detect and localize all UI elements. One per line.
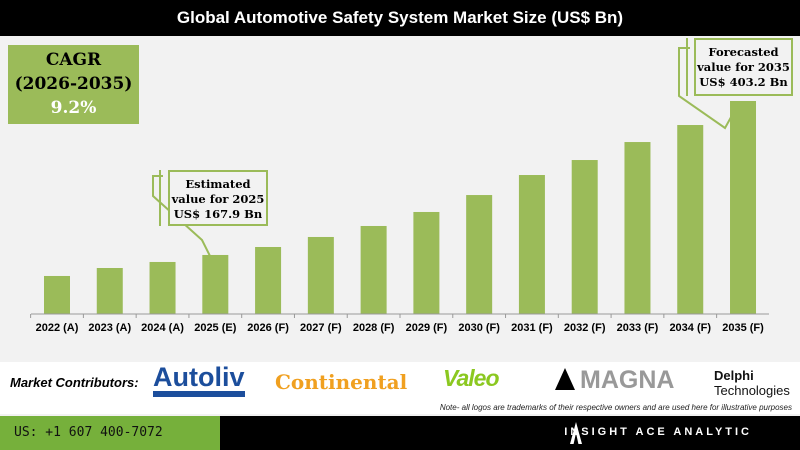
bar-2035 [730, 101, 757, 314]
callout-text: Estimated [185, 177, 251, 191]
x-tick-label: 2025 (E) [194, 322, 237, 334]
bar-2022 [44, 275, 70, 314]
trademark-note: Note- all logos are trademarks of their … [439, 403, 792, 412]
bar-2028 [360, 225, 387, 314]
autoliv-logo: Autoliv [153, 363, 245, 397]
cagr-period: (2026-2035) [14, 74, 133, 94]
estimated-callout-connector [152, 175, 211, 257]
continental-logo: Continental [275, 370, 408, 394]
bar-2029 [413, 211, 440, 314]
contributors-label: Market Contributors: [10, 375, 139, 390]
x-tick-label: 2022 (A) [36, 322, 79, 334]
magna-logo: MAGNA [580, 366, 675, 394]
callout-text: value for 2035 [697, 60, 790, 74]
x-tick-label: 2027 (F) [300, 322, 342, 334]
callout-text: Forecasted [708, 45, 779, 59]
x-tick-label: 2034 (F) [669, 322, 711, 334]
contributors-strip [0, 362, 800, 414]
bar-chart: 2022 (A) 2023 (A) 2024 (A) 2025 (E) 2026 (F)… [30, 38, 769, 334]
x-tick-label: 2029 (F) [406, 322, 448, 334]
x-tick-label: 2031 (F) [511, 322, 553, 334]
callout-text: value for 2025 [171, 192, 265, 206]
bar-2025 [202, 254, 229, 314]
bar-2023 [96, 267, 123, 314]
phone-number: US: +1 607 400-7072 [0, 416, 220, 450]
forecast-callout: Forecasted value for 2035 US$ 403.2 Bn [694, 38, 793, 96]
x-tick-label: 2030 (F) [458, 322, 500, 334]
callout-text: US$ 403.2 Bn [699, 75, 788, 89]
cagr-value: 9.2% [50, 98, 97, 118]
x-tick-label: 2026 (F) [247, 322, 289, 334]
x-tick-label: 2023 (A) [88, 322, 131, 334]
cagr-label: CAGR [45, 50, 102, 70]
chart-title: Global Automotive Safety System Market S… [0, 0, 800, 36]
estimated-callout: Estimated value for 2025 US$ 167.9 Bn [168, 170, 268, 226]
cagr-box: CAGR (2026-2035) 9.2% [8, 45, 139, 124]
bar-2026 [255, 246, 282, 314]
x-tick-label: 2033 (F) [617, 322, 659, 334]
bar-2024 [149, 261, 176, 314]
brand-name: INSIGHT ACE ANALYTIC [564, 426, 752, 438]
x-tick-label: 2028 (F) [353, 322, 395, 334]
bar-2034 [677, 125, 704, 314]
bar-2030 [466, 195, 493, 314]
bar-2032 [571, 160, 598, 314]
bar-2027 [307, 236, 334, 314]
x-tick-label: 2032 (F) [564, 322, 606, 334]
forecast-callout-connector [678, 47, 736, 130]
bar-2033 [624, 142, 651, 314]
bar-2031 [518, 175, 545, 314]
delphi-logo: Delphi [714, 368, 754, 383]
valeo-logo: Valeo [443, 365, 500, 391]
callout-text: US$ 167.9 Bn [173, 207, 263, 221]
delphi-logo-sub: Technologies [714, 383, 790, 398]
x-tick-label: 2035 (F) [722, 322, 764, 334]
x-tick-label: 2024 (A) [141, 322, 184, 334]
brand-bar: INSIGHT ACE ANALYTIC [220, 416, 800, 450]
